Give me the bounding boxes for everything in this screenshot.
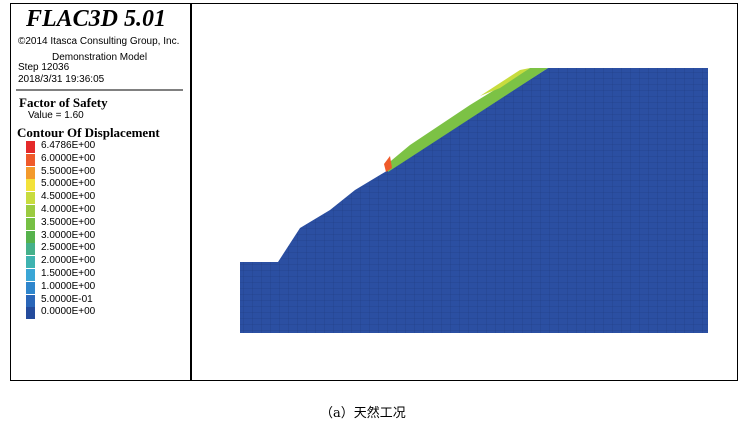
legend-entry: 6.4786E+00 bbox=[26, 140, 146, 153]
caption: （a）天然工况 bbox=[320, 406, 406, 421]
legend-label: 4.5000E+00 bbox=[41, 191, 96, 203]
legend-entry: 3.0000E+00 bbox=[26, 230, 146, 243]
info-panel bbox=[10, 3, 191, 381]
legend-entry: 0.0000E+00 bbox=[26, 306, 146, 320]
copyright: ©2014 Itasca Consulting Group, Inc. bbox=[18, 36, 180, 47]
legend-label: 0.0000E+00 bbox=[41, 306, 96, 318]
legend-label: 5.5000E+00 bbox=[41, 165, 96, 177]
legend-swatch bbox=[26, 153, 35, 166]
legend-entry: 1.5000E+00 bbox=[26, 268, 146, 281]
fos-title: Factor of Safety bbox=[19, 95, 108, 110]
step: Step 12036 bbox=[18, 62, 70, 73]
legend-entry: 4.5000E+00 bbox=[26, 191, 146, 205]
legend-swatch bbox=[26, 217, 35, 230]
legend-entry: 5.0000E-01 bbox=[26, 294, 146, 307]
fos-value: Value = 1.60 bbox=[28, 110, 84, 121]
slope-model bbox=[240, 68, 708, 333]
legend-swatch bbox=[26, 205, 35, 217]
legend-swatch bbox=[26, 243, 35, 256]
legend-entry: 4.0000E+00 bbox=[26, 204, 146, 217]
legend-label: 1.0000E+00 bbox=[41, 280, 96, 292]
legend-label: 2.0000E+00 bbox=[41, 255, 96, 267]
legend-label: 6.0000E+00 bbox=[41, 152, 96, 164]
legend-label: 6.4786E+00 bbox=[41, 140, 96, 151]
legend-entry: 2.0000E+00 bbox=[26, 255, 146, 269]
legend-entry: 6.0000E+00 bbox=[26, 153, 146, 166]
contour-title: Contour Of Displacement bbox=[17, 125, 160, 140]
model-panel bbox=[191, 3, 738, 381]
legend-label: 1.5000E+00 bbox=[41, 268, 96, 279]
date: 2018/3/31 19:36:05 bbox=[18, 74, 105, 85]
legend-label: 5.0000E-01 bbox=[41, 293, 93, 305]
legend-swatch bbox=[26, 141, 35, 153]
legend-swatch bbox=[26, 281, 35, 294]
legend-swatch bbox=[26, 269, 35, 281]
legend-swatch bbox=[26, 294, 35, 307]
legend-entry: 2.5000E+00 bbox=[26, 242, 146, 256]
legend-label: 5.0000E+00 bbox=[41, 178, 96, 190]
legend-entry: 3.5000E+00 bbox=[26, 217, 146, 230]
model-name: Demonstration Model bbox=[52, 52, 148, 63]
legend-label: 4.0000E+00 bbox=[41, 204, 96, 215]
legend-label: 2.5000E+00 bbox=[41, 242, 96, 254]
legend-swatch bbox=[26, 307, 35, 320]
legend-swatch bbox=[26, 179, 35, 192]
displacement-zone bbox=[480, 68, 530, 96]
legend-entry: 1.0000E+00 bbox=[26, 281, 146, 294]
legend-entry: 5.5000E+00 bbox=[26, 166, 146, 179]
legend-swatch bbox=[26, 230, 35, 243]
legend-swatch bbox=[26, 166, 35, 179]
displacement-peak bbox=[384, 156, 392, 172]
legend-swatch bbox=[26, 192, 35, 205]
legend-swatch bbox=[26, 256, 35, 269]
legend-entry: 5.0000E+00 bbox=[26, 178, 146, 192]
legend-label: 3.5000E+00 bbox=[41, 216, 96, 228]
title: FLAC3D 5.01 bbox=[26, 6, 167, 32]
displacement-zone bbox=[386, 68, 548, 172]
legend-label: 3.0000E+00 bbox=[41, 229, 96, 241]
